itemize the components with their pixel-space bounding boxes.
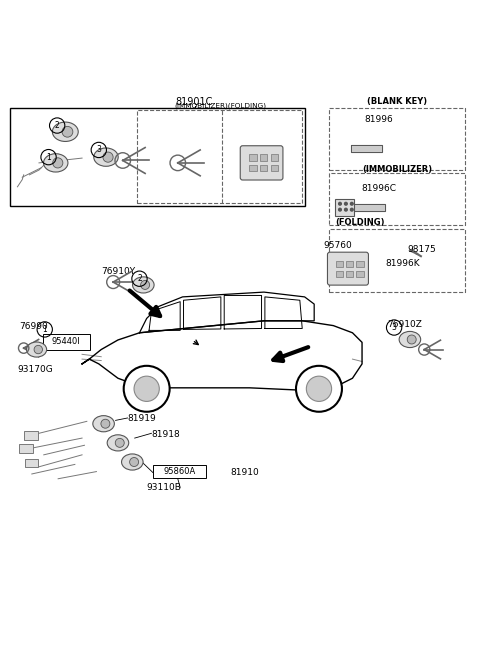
Circle shape: [350, 209, 353, 211]
Text: 76910Z: 76910Z: [388, 319, 422, 329]
Bar: [347, 271, 353, 277]
Text: 3: 3: [392, 323, 396, 332]
Circle shape: [338, 203, 341, 205]
Circle shape: [306, 376, 332, 401]
Bar: [328, 173, 465, 225]
Ellipse shape: [62, 127, 73, 137]
Circle shape: [345, 209, 347, 211]
Text: 2: 2: [55, 121, 60, 130]
Text: 81919: 81919: [128, 415, 156, 423]
FancyBboxPatch shape: [327, 252, 369, 285]
Bar: [24, 459, 38, 467]
Bar: [357, 260, 363, 266]
Ellipse shape: [103, 152, 113, 162]
Text: 3: 3: [96, 146, 101, 154]
Text: 76910Y: 76910Y: [101, 267, 135, 276]
FancyBboxPatch shape: [240, 146, 283, 180]
Text: 93110B: 93110B: [146, 483, 181, 492]
Bar: [335, 199, 354, 216]
Text: 76990: 76990: [19, 322, 48, 331]
Circle shape: [134, 376, 159, 401]
Text: 93170G: 93170G: [17, 365, 53, 374]
Bar: [153, 465, 205, 478]
Bar: [250, 154, 257, 161]
Text: 81910: 81910: [230, 468, 259, 477]
Text: 81996: 81996: [364, 115, 393, 124]
Bar: [10, 108, 305, 206]
Polygon shape: [354, 204, 385, 211]
Bar: [271, 165, 278, 171]
Ellipse shape: [407, 335, 416, 344]
Bar: [250, 165, 257, 171]
Bar: [328, 229, 465, 292]
Text: 81996K: 81996K: [385, 259, 420, 268]
Ellipse shape: [107, 435, 129, 451]
Ellipse shape: [44, 154, 68, 172]
Text: 2: 2: [137, 274, 142, 283]
Bar: [336, 271, 343, 277]
Polygon shape: [82, 321, 362, 390]
Text: 95440I: 95440I: [52, 337, 81, 346]
Bar: [260, 154, 267, 161]
Ellipse shape: [121, 454, 143, 470]
Ellipse shape: [130, 457, 139, 466]
Bar: [347, 260, 353, 266]
Circle shape: [350, 203, 353, 205]
Polygon shape: [140, 292, 314, 333]
Bar: [357, 271, 363, 277]
Ellipse shape: [132, 277, 154, 293]
Text: (BLANK KEY): (BLANK KEY): [367, 97, 427, 106]
Circle shape: [124, 366, 169, 412]
Text: (FOLDING): (FOLDING): [336, 218, 385, 228]
Text: 81901C: 81901C: [176, 97, 213, 107]
Text: 81918: 81918: [152, 430, 180, 439]
Text: 95760: 95760: [324, 241, 352, 250]
Bar: [137, 110, 302, 203]
Circle shape: [345, 203, 347, 205]
Text: 81996C: 81996C: [361, 184, 396, 193]
Text: 98175: 98175: [408, 245, 436, 253]
Bar: [271, 154, 278, 161]
Text: 95860A: 95860A: [163, 467, 195, 476]
Ellipse shape: [93, 416, 114, 432]
Text: (IMMOBILIZER)(FOLDING): (IMMOBILIZER)(FOLDING): [175, 102, 267, 109]
Ellipse shape: [399, 331, 420, 348]
Bar: [336, 260, 343, 266]
Ellipse shape: [115, 438, 124, 447]
Bar: [328, 108, 465, 170]
Ellipse shape: [101, 419, 110, 428]
Circle shape: [296, 366, 342, 412]
Text: 1: 1: [42, 325, 47, 334]
Ellipse shape: [53, 158, 63, 168]
Circle shape: [338, 209, 341, 211]
Bar: [260, 165, 267, 171]
Ellipse shape: [26, 342, 47, 357]
Bar: [19, 444, 33, 453]
Text: (IMMOBILIZER): (IMMOBILIZER): [362, 165, 432, 174]
Bar: [24, 432, 38, 440]
Bar: [43, 334, 90, 350]
Ellipse shape: [52, 122, 78, 142]
Ellipse shape: [141, 280, 150, 289]
Text: 1: 1: [46, 153, 51, 161]
Polygon shape: [351, 146, 382, 152]
Ellipse shape: [94, 148, 118, 166]
Ellipse shape: [34, 345, 42, 354]
